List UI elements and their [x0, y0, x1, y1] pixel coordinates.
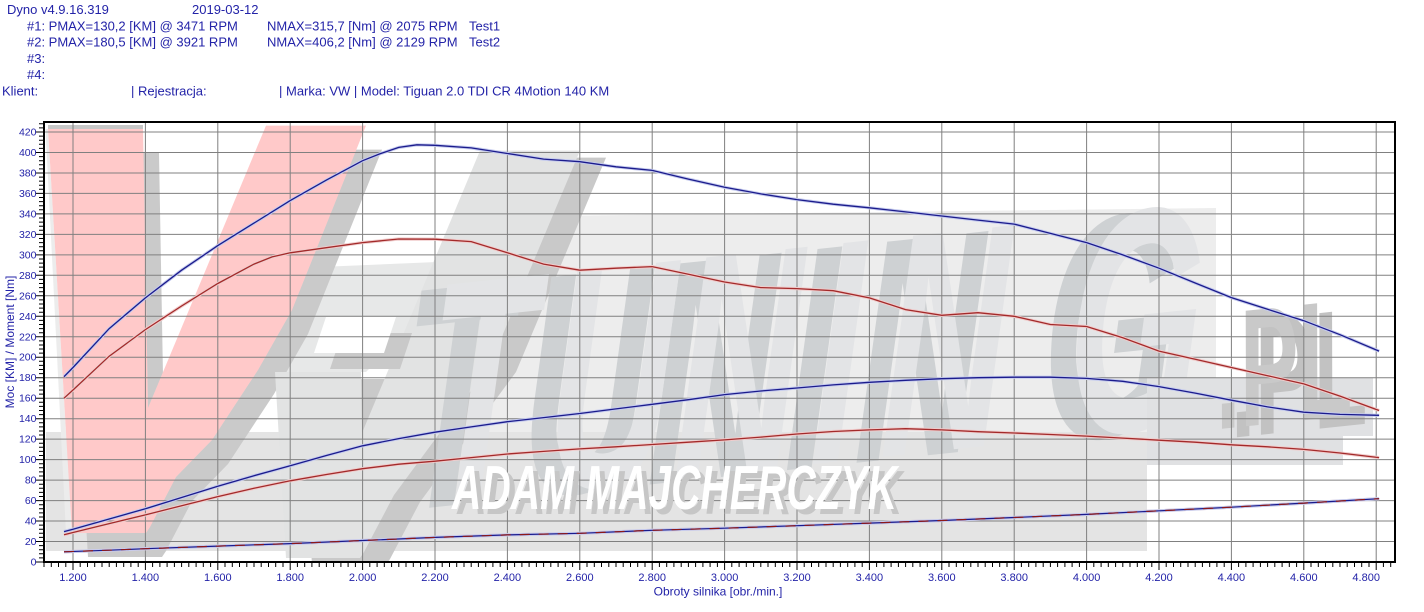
svg-text:360: 360: [19, 188, 37, 200]
svg-text:380: 380: [19, 168, 37, 180]
svg-text:4.400: 4.400: [1218, 572, 1246, 584]
svg-text:400: 400: [19, 147, 37, 159]
svg-text:ADAM MAJCHERCZYK: ADAM MAJCHERCZYK: [450, 455, 900, 524]
svg-text:180: 180: [19, 372, 37, 384]
svg-text:120: 120: [19, 434, 37, 446]
svg-text:N: N: [851, 163, 993, 532]
svg-text:#3:: #3:: [27, 51, 45, 66]
svg-text:1.200: 1.200: [59, 572, 87, 584]
svg-text:#1: PMAX=130,2 [KM] @ 3471 RPM: #1: PMAX=130,2 [KM] @ 3471 RPM: [27, 18, 238, 33]
svg-text:100: 100: [19, 454, 37, 466]
svg-text:140: 140: [19, 413, 37, 425]
svg-text:2.800: 2.800: [638, 572, 666, 584]
svg-text:.PL: .PL: [1219, 274, 1375, 474]
svg-text:0: 0: [31, 557, 37, 569]
svg-text:2.400: 2.400: [494, 572, 522, 584]
svg-text:3.600: 3.600: [928, 572, 956, 584]
svg-text:| Marka: VW | Model: Tiguan 2.: | Marka: VW | Model: Tiguan 2.0 TDI CR 4…: [279, 84, 609, 99]
svg-text:Dyno v4.9.16.319: Dyno v4.9.16.319: [7, 2, 109, 17]
svg-text:1.600: 1.600: [204, 572, 232, 584]
svg-text:80: 80: [25, 475, 37, 487]
svg-text:N: N: [670, 179, 812, 548]
svg-text:3.400: 3.400: [856, 572, 884, 584]
svg-text:220: 220: [19, 331, 37, 343]
svg-text:U: U: [517, 198, 659, 567]
svg-text:NMAX=315,7 [Nm] @ 2075 RPM: NMAX=315,7 [Nm] @ 2075 RPM: [267, 18, 458, 33]
svg-text:Test1: Test1: [469, 18, 500, 33]
svg-text:320: 320: [19, 229, 37, 241]
svg-text:Moc [KM] / Moment [Nm]: Moc [KM] / Moment [Nm]: [3, 276, 17, 409]
svg-text:| Rejestracja:: | Rejestracja:: [131, 84, 207, 99]
svg-text:4.000: 4.000: [1073, 572, 1101, 584]
svg-text:N: N: [644, 185, 786, 554]
svg-text:2.200: 2.200: [421, 572, 449, 584]
svg-text:60: 60: [25, 495, 37, 507]
svg-text:2019-03-12: 2019-03-12: [192, 2, 259, 17]
svg-text:4.600: 4.600: [1290, 572, 1318, 584]
svg-text:4.200: 4.200: [1145, 572, 1173, 584]
svg-text:2.600: 2.600: [566, 572, 594, 584]
svg-text:Test2: Test2: [469, 35, 500, 50]
svg-text:3.800: 3.800: [1000, 572, 1028, 584]
svg-text:200: 200: [19, 352, 37, 364]
svg-text:#4:: #4:: [27, 67, 45, 82]
svg-text:420: 420: [19, 127, 37, 139]
svg-text:1.400: 1.400: [132, 572, 160, 584]
svg-text:160: 160: [19, 393, 37, 405]
svg-text:4.800: 4.800: [1352, 572, 1380, 584]
svg-text:U: U: [543, 192, 685, 561]
svg-text:NMAX=406,2 [Nm] @ 2129 RPM: NMAX=406,2 [Nm] @ 2129 RPM: [267, 35, 458, 50]
svg-text:280: 280: [19, 270, 37, 282]
svg-text:260: 260: [19, 290, 37, 302]
svg-text:3.000: 3.000: [711, 572, 739, 584]
svg-text:300: 300: [19, 249, 37, 261]
svg-text:2.000: 2.000: [349, 572, 377, 584]
svg-text:340: 340: [19, 208, 37, 220]
svg-text:#2: PMAX=180,5 [KM] @ 3921 RPM: #2: PMAX=180,5 [KM] @ 3921 RPM: [27, 35, 238, 50]
svg-text:3.200: 3.200: [783, 572, 811, 584]
svg-text:240: 240: [19, 311, 37, 323]
svg-text:Obroty silnika [obr./min.]: Obroty silnika [obr./min.]: [654, 585, 783, 599]
svg-text:1.800: 1.800: [276, 572, 304, 584]
svg-text:ADAM MAJCHERCZYK: ADAM MAJCHERCZYK: [456, 460, 906, 529]
svg-text:40: 40: [25, 516, 37, 528]
svg-text:20: 20: [25, 536, 37, 548]
svg-text:Klient:: Klient:: [2, 84, 38, 99]
